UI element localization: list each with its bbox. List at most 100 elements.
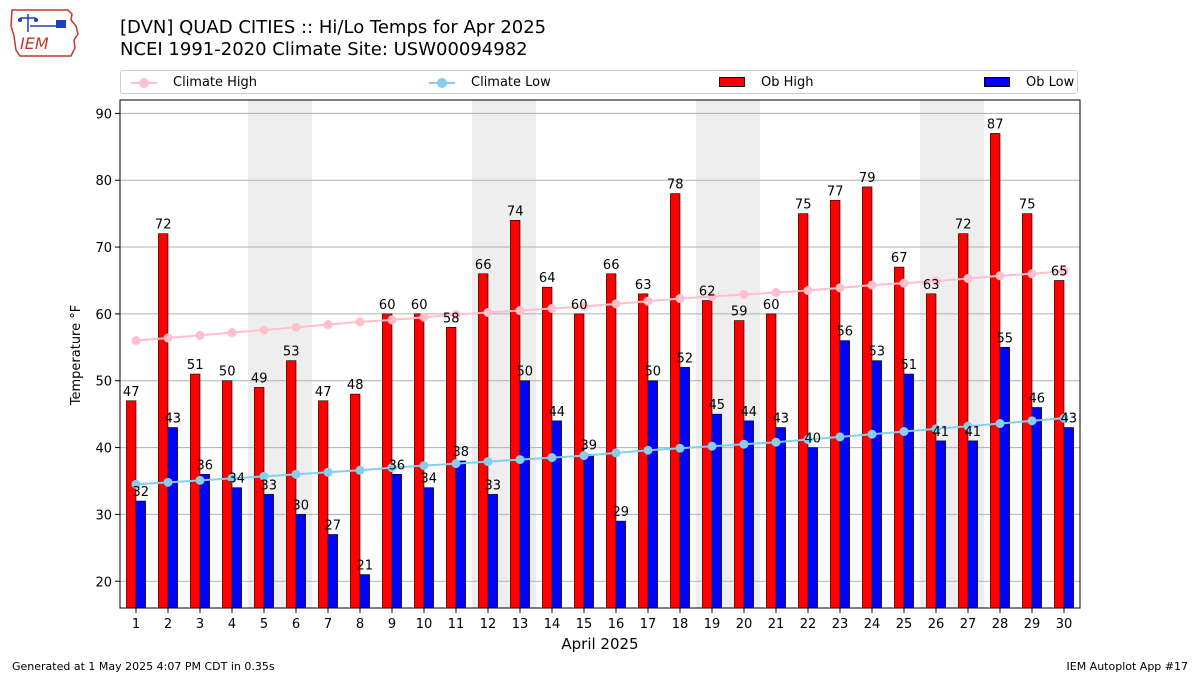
label-ob-low-day-21: 43 <box>773 412 790 427</box>
label-ob-low-day-1: 32 <box>133 485 150 500</box>
bar-ob-low-day-30 <box>1063 427 1074 609</box>
point-climate-low-day-9 <box>387 463 397 473</box>
bar-ob-low-day-2 <box>167 427 178 609</box>
iem-logo: IEM <box>10 9 79 57</box>
line-climate-low <box>135 417 1065 486</box>
bar-ob-low-day-17 <box>647 380 658 609</box>
point-climate-high-day-8 <box>355 317 365 327</box>
point-climate-high-day-27 <box>963 273 973 283</box>
bar-ob-high-day-20 <box>734 320 745 609</box>
y-tick-label-30: 30 <box>95 508 112 523</box>
point-climate-low-day-3 <box>195 475 205 485</box>
point-climate-high-day-18 <box>675 294 685 304</box>
label-ob-low-day-19: 45 <box>709 398 726 413</box>
label-ob-high-day-2: 72 <box>155 218 172 233</box>
footer-app-id: IEM Autoplot App #17 <box>1066 660 1189 673</box>
point-climate-low-day-15 <box>579 451 589 461</box>
label-ob-high-day-14: 64 <box>539 271 556 286</box>
x-tick-label-15: 15 <box>576 617 593 632</box>
bar-ob-high-day-21 <box>766 313 777 609</box>
point-climate-high-day-7 <box>323 320 333 330</box>
point-climate-low-day-5 <box>259 471 269 481</box>
point-climate-high-day-24 <box>867 280 877 290</box>
point-climate-low-day-26 <box>931 424 941 434</box>
bar-ob-high-day-28 <box>990 133 1001 609</box>
label-ob-low-day-27: 41 <box>965 425 982 440</box>
logo-text: IEM <box>20 34 49 53</box>
point-climate-low-day-1 <box>131 479 141 489</box>
bar-ob-low-day-22 <box>807 447 818 609</box>
bar-ob-low-day-14 <box>551 420 562 609</box>
bar-ob-high-day-27 <box>958 233 969 609</box>
bar-ob-low-day-27 <box>967 440 978 609</box>
point-climate-high-day-4 <box>227 328 237 338</box>
bar-ob-low-day-12 <box>487 494 498 609</box>
point-climate-low-day-7 <box>323 467 333 477</box>
x-tick-label-22: 22 <box>800 617 817 632</box>
bar-ob-low-day-26 <box>935 440 946 609</box>
point-climate-high-day-9 <box>387 315 397 325</box>
bar-ob-low-day-28 <box>999 347 1010 609</box>
x-tick-label-16: 16 <box>608 617 625 632</box>
y-tick-label-40: 40 <box>95 442 112 457</box>
label-ob-high-day-13: 74 <box>507 204 524 219</box>
x-tick-label-24: 24 <box>864 617 881 632</box>
point-climate-high-day-1 <box>131 336 141 346</box>
bar-ob-high-day-15 <box>574 313 585 609</box>
label-ob-low-day-29: 46 <box>1029 391 1046 406</box>
x-tick-label-30: 30 <box>1056 617 1073 632</box>
label-ob-low-day-16: 29 <box>613 505 630 520</box>
point-climate-low-day-22 <box>803 435 813 445</box>
point-climate-high-day-3 <box>195 330 205 340</box>
bar-ob-high-day-6 <box>286 360 297 609</box>
x-tick-label-13: 13 <box>512 617 529 632</box>
y-tick-label-70: 70 <box>95 241 112 256</box>
x-tick-label-14: 14 <box>544 617 561 632</box>
point-climate-low-day-30 <box>1059 413 1069 423</box>
x-tick-label-11: 11 <box>448 617 465 632</box>
label-ob-low-day-22: 40 <box>805 432 822 447</box>
legend-label-climate-high: Climate High <box>173 75 258 90</box>
label-ob-low-day-13: 50 <box>517 365 534 380</box>
label-ob-low-day-20: 44 <box>741 405 758 420</box>
plot-frame <box>119 99 1081 609</box>
legend: Climate High Climate Low Ob High Ob Low <box>120 70 1078 94</box>
label-ob-high-day-3: 51 <box>187 358 204 373</box>
point-climate-high-day-14 <box>547 304 557 314</box>
bar-ob-low-day-5 <box>263 494 274 609</box>
label-ob-high-day-24: 79 <box>859 171 876 186</box>
point-climate-low-day-8 <box>355 465 365 475</box>
y-tick-label-50: 50 <box>95 375 112 390</box>
bar-ob-low-day-21 <box>775 427 786 609</box>
label-ob-low-day-6: 30 <box>293 498 310 513</box>
label-ob-high-day-5: 49 <box>251 371 268 386</box>
bar-ob-low-day-29 <box>1031 407 1042 609</box>
bar-ob-low-day-24 <box>871 360 882 609</box>
bar-ob-high-day-12 <box>478 273 489 609</box>
label-ob-low-day-15: 39 <box>581 438 598 453</box>
point-climate-high-day-30 <box>1059 266 1069 276</box>
point-climate-high-day-15 <box>579 302 589 312</box>
bar-ob-high-day-8 <box>350 393 361 609</box>
point-climate-low-day-19 <box>707 441 717 451</box>
y-tick-label-90: 90 <box>95 107 112 122</box>
bar-ob-high-day-25 <box>894 266 905 609</box>
footer-generated: Generated at 1 May 2025 4:07 PM CDT in 0… <box>12 660 275 673</box>
y-tick-label-20: 20 <box>95 575 112 590</box>
point-climate-high-day-26 <box>931 276 941 286</box>
x-tick-label-7: 7 <box>324 617 332 632</box>
label-ob-low-day-18: 52 <box>677 351 694 366</box>
bar-ob-high-day-16 <box>606 273 617 609</box>
label-ob-high-day-10: 60 <box>411 298 428 313</box>
point-climate-low-day-16 <box>611 448 621 458</box>
bar-ob-high-day-14 <box>542 286 553 609</box>
point-climate-low-day-4 <box>227 473 237 483</box>
point-climate-low-day-18 <box>675 443 685 453</box>
point-climate-high-day-25 <box>899 278 909 288</box>
label-ob-high-day-12: 66 <box>475 258 492 273</box>
label-ob-high-day-16: 66 <box>603 258 620 273</box>
x-tick-label-2: 2 <box>164 617 172 632</box>
label-ob-low-day-25: 51 <box>901 358 918 373</box>
point-climate-high-day-13 <box>515 306 525 316</box>
label-ob-low-day-12: 33 <box>485 478 502 493</box>
